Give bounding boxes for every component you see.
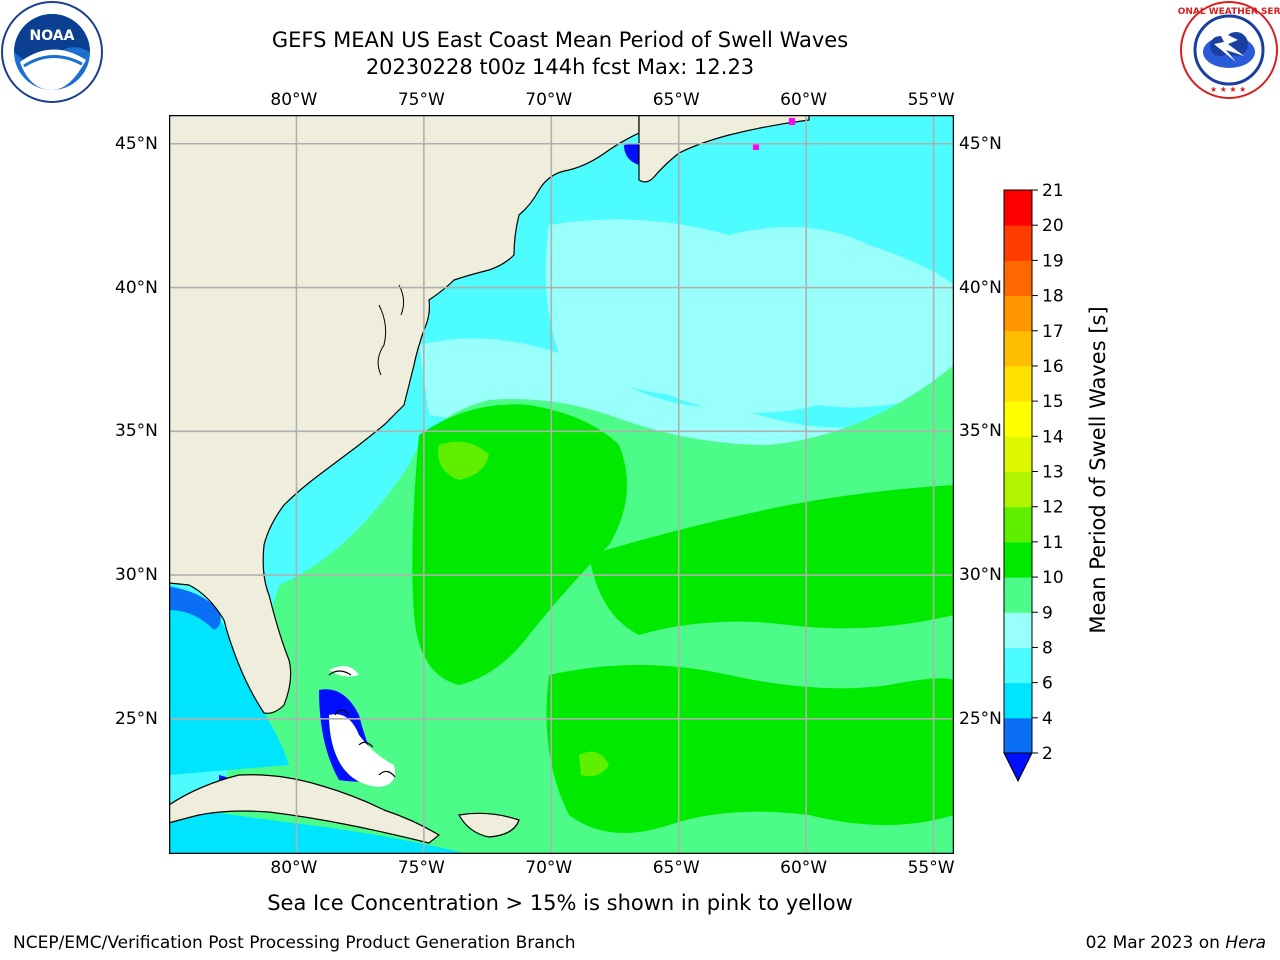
colorbar-swatch [1004,365,1032,402]
lon-label-bottom: 65°W [652,858,700,878]
caribbean [169,805,469,854]
colorbar-swatch [1004,190,1032,226]
sea-ice-marker-2 [789,118,795,125]
nws-logo-text: NATIONAL WEATHER SERVICE [1178,7,1280,17]
lat-lon-gridlines [169,115,954,854]
colorbar-swatch [1004,225,1032,261]
nova-scotia-land [638,115,810,183]
colorbar-swatch [1004,682,1032,719]
sea-ice-caption: Sea Ice Concentration > 15% is shown in … [267,891,853,915]
colorbar-tick-label: 4 [1042,709,1053,729]
footer-date-text: 02 Mar 2023 on [1085,933,1226,953]
colorbar-swatch [1004,506,1032,543]
lon-label-top: 55°W [907,90,955,110]
lat-label-right: 30°N [959,565,1002,586]
colorbar-swatch [1004,717,1032,754]
footer-date: 02 Mar 2023 on Hera [1086,932,1266,954]
lon-label-top: 70°W [525,90,573,110]
colorbar: 2 4 6 8 9 10 11 12 13 14 15 16 17 18 19 20 21 [1003,181,1064,783]
lat-label-right: 25°N [959,708,1002,729]
lon-label-top: 80°W [270,90,318,110]
colorbar-tick-label: 18 [1042,287,1064,307]
lat-label-left: 45°N [115,133,158,154]
swell-period-map [169,115,954,854]
lat-label-left: 40°N [115,277,158,298]
colorbar-tick-label: 21 [1042,181,1064,201]
colorbar-tick-label: 11 [1042,533,1064,553]
lon-label-bottom: 80°W [270,858,318,878]
colorbar-tick-label: 16 [1042,357,1064,377]
colorbar-tick-label: 12 [1042,498,1064,518]
colorbar-tick-label: 10 [1042,568,1064,588]
pale-cyan-region-north [545,219,954,413]
nws-logo-icon: NATIONAL WEATHER SERVICE ★ ★ ★ ★ [1178,1,1280,99]
map-subtitle: 20230228 t00z 144h fcst Max: 12.23 [365,55,755,79]
colorbar-swatch [1004,295,1032,332]
colorbar-tick-label: 19 [1042,251,1064,271]
sea-ice-marker-1 [753,143,759,150]
lon-label-top: 65°W [652,90,700,110]
colorbar-under-arrow [1003,752,1033,783]
us-east-coast-land [169,115,640,714]
lon-label-top: 75°W [397,90,445,110]
footer-producer: NCEP/EMC/Verification Post Processing Pr… [13,933,576,953]
colorbar-tick-label: 6 [1042,674,1053,694]
colorbar-tick-label: 9 [1042,603,1053,623]
colorbar-tick-label: 15 [1042,392,1064,412]
gulf-coast-blue [169,587,221,630]
lat-label-right: 45°N [959,133,1002,154]
lon-label-bottom: 70°W [525,858,573,878]
colorbar-swatch [1004,647,1032,684]
green-region-east [589,485,954,635]
colorbar-swatch [1004,612,1032,648]
noaa-logo-icon: NOAA [1,1,103,103]
colorbar-swatch [1004,577,1032,613]
map-title: GEFS MEAN US East Coast Mean Period of S… [271,28,849,52]
colorbar-tick-label: 17 [1042,322,1064,342]
lon-label-bottom: 75°W [397,858,445,878]
cuba-land [169,774,441,844]
colorbar-swatch [1004,401,1032,437]
max-period-patch-2 [579,751,609,777]
lat-label-left: 35°N [115,421,158,442]
lat-label-left: 30°N [115,565,158,586]
map-frame [169,115,954,854]
colorbar-swatch [1004,260,1032,297]
max-period-patch-1 [438,441,489,480]
lat-label-left: 25°N [115,708,158,729]
colorbar-tick-label: 2 [1042,744,1053,764]
colorbar-swatch [1004,471,1032,508]
green-region-south [546,665,954,833]
colorbar-swatch [1004,330,1032,367]
colorbar-tick-label: 8 [1042,638,1053,658]
noaa-logo-text: NOAA [30,28,75,44]
hispaniola-land [458,812,520,838]
gulf-of-mexico [169,585,289,775]
colorbar-label: Mean Period of Swell Waves [s] [1086,306,1110,634]
colorbar-tick-label: 13 [1042,463,1064,483]
lat-label-right: 40°N [959,277,1002,298]
colorbar-swatch [1004,541,1032,578]
lon-label-bottom: 55°W [907,858,955,878]
lon-label-bottom: 60°W [780,858,828,878]
footer-host: Hera [1225,933,1266,953]
svg-text:★ ★ ★ ★: ★ ★ ★ ★ [1210,85,1246,94]
bahamas-islands [328,670,396,778]
colorbar-tick-label: 20 [1042,216,1064,236]
colorbar-tick-label: 14 [1042,427,1064,447]
bahamas-bank-white [329,714,395,787]
lon-label-top: 60°W [780,90,828,110]
lat-label-right: 35°N [959,421,1002,442]
colorbar-swatch [1004,436,1032,472]
